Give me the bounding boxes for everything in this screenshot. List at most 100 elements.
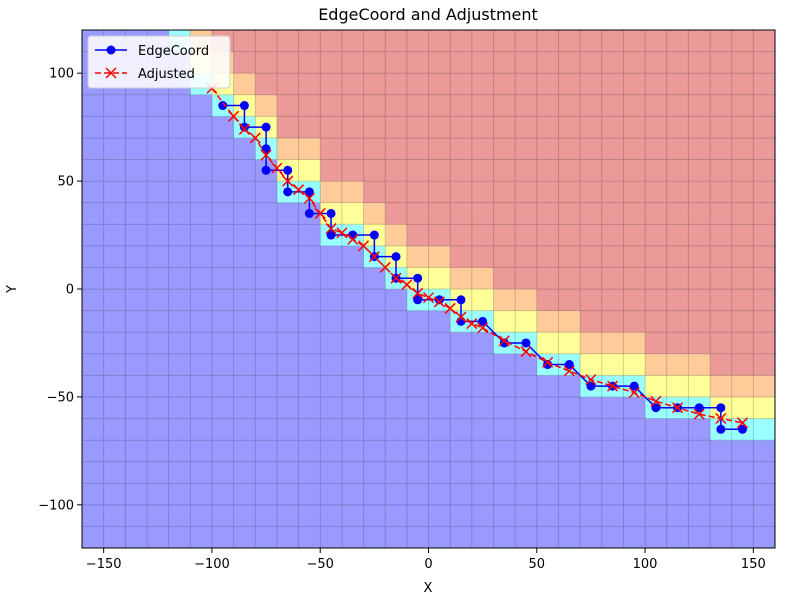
heatmap-cell <box>645 461 668 484</box>
heatmap-cell <box>211 396 234 419</box>
heatmap-cell <box>710 51 732 74</box>
heatmap-cell <box>536 137 559 160</box>
heatmap-cell <box>515 224 538 247</box>
heatmap-cell <box>146 418 169 441</box>
heatmap-cell <box>168 94 191 117</box>
heatmap-cell <box>320 159 343 182</box>
heatmap-cell <box>536 289 559 311</box>
heatmap-cell <box>255 73 278 96</box>
heatmap-cell <box>276 483 299 506</box>
heatmap-cell <box>82 353 104 376</box>
series-edgecoord-point <box>564 360 574 370</box>
heatmap-cell <box>233 375 256 398</box>
x-axis: −150 −100 −50 0 50 100 150 <box>86 548 766 572</box>
heatmap-cell <box>515 94 538 117</box>
y-tick-label: 100 <box>49 67 74 82</box>
heatmap-cell <box>298 418 321 441</box>
heatmap-cell <box>406 51 429 74</box>
heatmap-cell <box>428 483 451 506</box>
heatmap-cell <box>190 181 213 203</box>
heatmap-cell <box>385 483 408 506</box>
heatmap-cell <box>471 396 494 419</box>
heatmap-cell <box>363 202 386 225</box>
heatmap-cell <box>385 73 408 96</box>
heatmap-cell <box>190 159 213 182</box>
heatmap-cell <box>255 310 278 333</box>
heatmap-cell <box>645 137 668 160</box>
heatmap-cell <box>125 504 148 527</box>
heatmap-cell <box>103 418 126 441</box>
heatmap-cell <box>493 396 516 419</box>
heatmap-cell <box>450 94 473 117</box>
heatmap-cell <box>320 418 343 441</box>
heatmap-cell <box>515 245 538 268</box>
heatmap-cell <box>406 224 429 247</box>
heatmap-cell <box>211 245 234 268</box>
heatmap-cell <box>558 267 581 290</box>
heatmap-cell <box>255 202 278 225</box>
heatmap-cell <box>688 375 711 398</box>
heatmap-cell <box>211 461 234 484</box>
heatmap-cell <box>255 94 278 117</box>
series-adjusted-point <box>293 184 305 196</box>
heatmap-cell <box>320 375 343 398</box>
heatmap-cell <box>428 73 451 96</box>
heatmap-cell <box>580 396 603 419</box>
heatmap-cell <box>103 94 126 117</box>
heatmap-cell <box>276 504 299 527</box>
heatmap-cell <box>125 332 148 355</box>
heatmap-cell <box>601 332 624 355</box>
heatmap-cell <box>190 202 213 225</box>
heatmap-cell <box>623 73 646 96</box>
heatmap-cell <box>601 289 624 311</box>
heatmap-cell <box>623 267 646 290</box>
heatmap-cell <box>666 202 689 225</box>
heatmap-cell <box>233 73 256 96</box>
heatmap-cell <box>406 159 429 182</box>
heatmap-cell <box>623 353 646 376</box>
heatmap-cell <box>233 440 256 462</box>
heatmap-cell <box>731 375 754 398</box>
heatmap-cell <box>623 202 646 225</box>
series-adjusted-point <box>358 240 370 252</box>
heatmap-cell <box>103 396 126 419</box>
heatmap-cell <box>493 310 516 333</box>
heatmap-cell <box>428 224 451 247</box>
series-adjusted-point <box>325 223 337 235</box>
heatmap-cell <box>515 73 538 96</box>
heatmap-cell <box>710 245 732 268</box>
heatmap-cell <box>190 137 213 160</box>
series-adjusted-point <box>498 335 510 347</box>
heatmap-cell <box>428 245 451 268</box>
heatmap-cell <box>233 245 256 268</box>
heatmap-cell <box>710 267 732 290</box>
series-edgecoord-point <box>304 208 314 218</box>
heatmap-cell <box>536 73 559 96</box>
heatmap-cell <box>298 396 321 419</box>
series-adjusted-point <box>271 162 283 174</box>
heatmap-cell <box>515 289 538 311</box>
heatmap-cell <box>623 310 646 333</box>
heatmap-cell <box>731 289 754 311</box>
heatmap-cell <box>471 94 494 117</box>
heatmap-cell <box>753 51 775 74</box>
heatmap-cell <box>493 375 516 398</box>
heatmap-cell <box>211 353 234 376</box>
heatmap-cell <box>601 440 624 462</box>
heatmap-cell <box>146 332 169 355</box>
heatmap-cell <box>428 375 451 398</box>
series-adjusted-point <box>368 251 380 263</box>
heatmap-cell <box>190 440 213 462</box>
heatmap-cell <box>515 159 538 182</box>
heatmap-cell <box>363 375 386 398</box>
heatmap-cell <box>580 289 603 311</box>
heatmap-cell <box>320 504 343 527</box>
heatmap-cell <box>753 116 775 139</box>
heatmap-cell <box>710 181 732 203</box>
heatmap-cell <box>341 375 364 398</box>
heatmap-cell <box>666 289 689 311</box>
heatmap-cell <box>710 289 732 311</box>
heatmap-cell <box>753 310 775 333</box>
heatmap-cell <box>471 245 494 268</box>
series-edgecoord-point <box>413 273 423 283</box>
